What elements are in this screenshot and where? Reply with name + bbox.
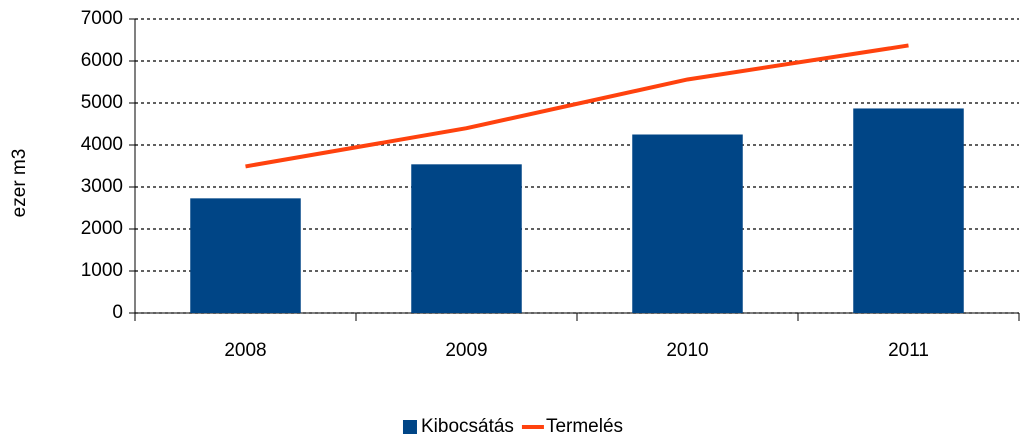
legend-swatch [402,420,417,434]
y-tick-label: 1000 [81,260,123,281]
y-tick-label: 5000 [81,92,123,113]
legend-label: Termelés [546,416,623,437]
line [245,43,909,169]
y-tick-label: 0 [112,302,123,323]
y-axis-label: ezer m3 [9,149,30,218]
legend-label: Kibocsátás [421,416,514,437]
x-tick-label: 2008 [224,340,266,361]
legend: Kibocsátás Termelés [402,416,623,437]
y-tick-label: 6000 [81,50,123,71]
y-tick-label: 4000 [81,134,123,155]
x-tick-label: 2011 [888,340,929,361]
y-tick-label: 2000 [81,218,123,239]
y-tick-label: 7000 [81,8,123,29]
bar [853,108,964,314]
x-tick-label: 2009 [445,340,487,361]
y-tick-label: 3000 [81,176,123,197]
bar [632,134,743,313]
bar [190,198,301,313]
x-tick-label: 2010 [666,340,708,361]
bar [411,164,522,313]
